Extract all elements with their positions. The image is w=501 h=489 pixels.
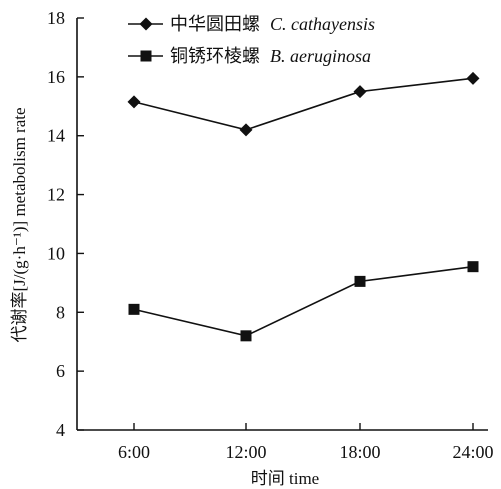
y-tick-label: 18 (47, 8, 65, 28)
data-point (239, 123, 253, 137)
y-tick-label: 4 (56, 420, 65, 440)
y-tick-label: 12 (47, 185, 65, 205)
y-tick-label: 8 (56, 302, 65, 322)
legend-label: 铜锈环棱螺 B. aeruginosa (170, 46, 371, 66)
x-tick-label: 24:00 (452, 442, 493, 462)
series-layer (127, 71, 480, 342)
data-point (240, 330, 252, 342)
x-tick-label: 18:00 (339, 442, 380, 462)
y-tick-label: 10 (47, 243, 65, 263)
series-line (133, 265, 474, 337)
data-point (127, 95, 141, 109)
legend-marker (139, 17, 153, 31)
x-axis-title: 时间 time (251, 469, 319, 488)
legend-label-latin: B. aeruginosa (270, 46, 371, 66)
data-point (466, 71, 480, 85)
legend-label-cn: 铜锈环棱螺 (170, 46, 260, 66)
y-tick-label: 14 (47, 126, 65, 146)
legend-label: 中华圆田螺 C. cathayensis (170, 14, 375, 34)
y-tick-label: 16 (47, 67, 65, 87)
y-tick-label: 6 (56, 361, 65, 381)
data-point (467, 261, 479, 273)
x-tick-label: 12:00 (225, 442, 266, 462)
x-tick-label: 6:00 (118, 442, 150, 462)
y-ticks: 4 6 8 10 12 14 16 18 (47, 8, 84, 440)
series-1 (127, 71, 480, 137)
data-point (354, 275, 366, 287)
legend-item-2: 铜锈环棱螺 B. aeruginosa (128, 46, 371, 66)
legend-label-latin: C. cathayensis (270, 14, 375, 34)
series-line (133, 77, 474, 131)
legend-item-1: 中华圆田螺 C. cathayensis (128, 14, 375, 34)
data-point (128, 303, 140, 315)
legend-marker (140, 50, 152, 62)
legend-label-cn: 中华圆田螺 (170, 14, 260, 34)
y-axis-title: 代谢率[J/(g·h⁻¹)] metabolism rate (10, 107, 29, 342)
data-point (353, 85, 367, 99)
axes (76, 18, 488, 431)
legend: 中华圆田螺 C. cathayensis 铜锈环棱螺 B. aeruginosa (128, 14, 375, 66)
x-ticks: 6:00 12:00 18:00 24:00 (118, 423, 494, 462)
series-2 (128, 261, 479, 342)
